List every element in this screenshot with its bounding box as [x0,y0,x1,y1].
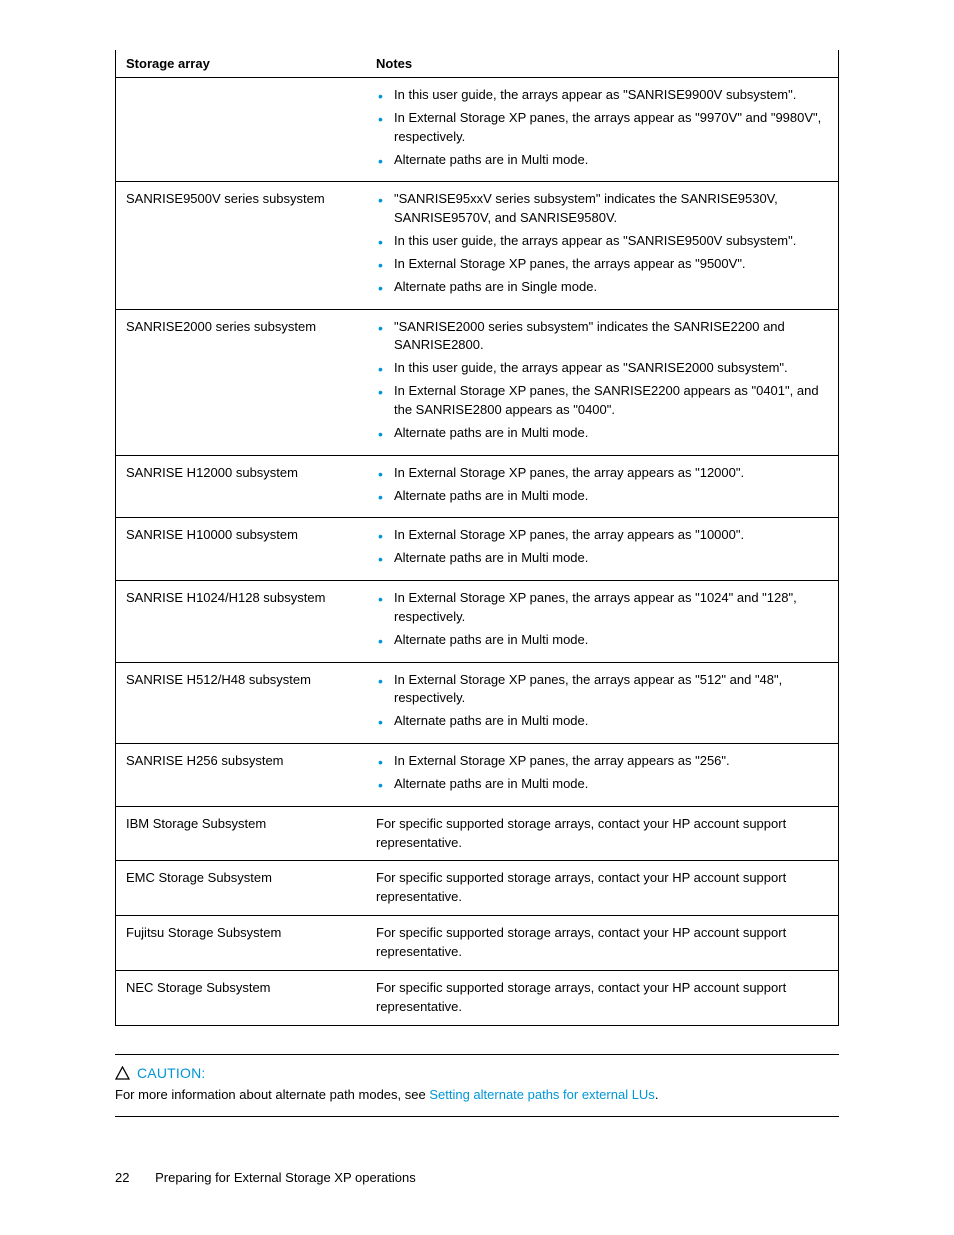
caution-text-before: For more information about alternate pat… [115,1087,429,1102]
notes-list-item: In External Storage XP panes, the array … [376,526,828,545]
table-row: SANRISE H512/H48 subsystemIn External St… [116,662,839,744]
notes-list-item: In External Storage XP panes, the arrays… [376,109,828,147]
cell-notes: "SANRISE95xxV series subsystem" indicate… [366,182,839,309]
notes-list-item: In External Storage XP panes, the SANRIS… [376,382,828,420]
table-row: SANRISE H10000 subsystem In External Stor… [116,518,839,581]
table-row: EMC Storage SubsystemFor specific suppor… [116,861,839,916]
notes-list: In External Storage XP panes, the array … [376,526,828,568]
notes-list-item: In this user guide, the arrays appear as… [376,232,828,251]
notes-list: In External Storage XP panes, the arrays… [376,671,828,732]
notes-list-item: Alternate paths are in Single mode. [376,278,828,297]
notes-list: In External Storage XP panes, the arrays… [376,589,828,650]
notes-list-item: Alternate paths are in Multi mode. [376,424,828,443]
cell-storage-array [116,78,367,182]
cell-storage-array: SANRISE H1024/H128 subsystem [116,581,367,663]
table-row: SANRISE H256 subsystem In External Storag… [116,744,839,807]
caution-text: For more information about alternate pat… [115,1087,839,1102]
table-row: In this user guide, the arrays appear as… [116,78,839,182]
cell-notes: For specific supported storage arrays, c… [366,916,839,971]
notes-list-item: Alternate paths are in Multi mode. [376,549,828,568]
header-storage-array: Storage array [116,50,367,78]
notes-list-item: In this user guide, the arrays appear as… [376,359,828,378]
cell-notes: In External Storage XP panes, the array … [366,744,839,807]
caution-header: CAUTION: [115,1065,839,1081]
notes-list: In External Storage XP panes, the array … [376,752,828,794]
cell-notes: "SANRISE2000 series subsystem" indicates… [366,309,839,455]
cell-storage-array: SANRISE H256 subsystem [116,744,367,807]
table-row: NEC Storage SubsystemFor specific suppor… [116,970,839,1025]
table-body: In this user guide, the arrays appear as… [116,78,839,1026]
cell-notes: In External Storage XP panes, the array … [366,455,839,518]
cell-storage-array: EMC Storage Subsystem [116,861,367,916]
notes-list-item: In External Storage XP panes, the arrays… [376,671,828,709]
notes-list-item: In External Storage XP panes, the array … [376,752,828,771]
caution-label: CAUTION: [137,1065,206,1081]
notes-list-item: "SANRISE2000 series subsystem" indicates… [376,318,828,356]
cell-notes: In External Storage XP panes, the arrays… [366,662,839,744]
cell-notes: In External Storage XP panes, the arrays… [366,581,839,663]
table-row: IBM Storage SubsystemFor specific suppor… [116,806,839,861]
cell-notes: For specific supported storage arrays, c… [366,970,839,1025]
table-row: SANRISE H12000 subsystem In External Stor… [116,455,839,518]
caution-triangle-icon [115,1066,131,1080]
cell-storage-array: SANRISE9500V series subsystem [116,182,367,309]
cell-notes: In External Storage XP panes, the array … [366,518,839,581]
section-title: Preparing for External Storage XP operat… [155,1170,416,1185]
table-row: Fujitsu Storage SubsystemFor specific su… [116,916,839,971]
notes-list-item: In this user guide, the arrays appear as… [376,86,828,105]
page-footer: 22 Preparing for External Storage XP ope… [115,1170,416,1185]
notes-list-item: Alternate paths are in Multi mode. [376,487,828,506]
cell-storage-array: NEC Storage Subsystem [116,970,367,1025]
notes-list-item: Alternate paths are in Multi mode. [376,775,828,794]
cell-storage-array: SANRISE H12000 subsystem [116,455,367,518]
cell-notes: For specific supported storage arrays, c… [366,861,839,916]
alternate-paths-link[interactable]: Setting alternate paths for external LUs [429,1087,654,1102]
cell-storage-array: IBM Storage Subsystem [116,806,367,861]
notes-list-item: "SANRISE95xxV series subsystem" indicate… [376,190,828,228]
notes-list: In this user guide, the arrays appear as… [376,86,828,169]
page: Storage array Notes In this user guide, … [0,0,954,1235]
caution-block: CAUTION: For more information about alte… [115,1054,839,1117]
table-row: SANRISE2000 series subsystem"SANRISE2000… [116,309,839,455]
notes-list-item: In External Storage XP panes, the arrays… [376,255,828,274]
cell-storage-array: SANRISE H512/H48 subsystem [116,662,367,744]
notes-list: In External Storage XP panes, the array … [376,464,828,506]
cell-notes: In this user guide, the arrays appear as… [366,78,839,182]
caution-text-after: . [655,1087,659,1102]
storage-array-table: Storage array Notes In this user guide, … [115,50,839,1026]
notes-list: "SANRISE95xxV series subsystem" indicate… [376,190,828,296]
page-number: 22 [115,1170,129,1185]
cell-storage-array: SANRISE H10000 subsystem [116,518,367,581]
cell-storage-array: Fujitsu Storage Subsystem [116,916,367,971]
table-row: SANRISE H1024/H128 subsystemIn External … [116,581,839,663]
notes-list-item: Alternate paths are in Multi mode. [376,712,828,731]
notes-list-item: Alternate paths are in Multi mode. [376,151,828,170]
header-notes: Notes [366,50,839,78]
table-header-row: Storage array Notes [116,50,839,78]
notes-list-item: In External Storage XP panes, the arrays… [376,589,828,627]
cell-notes: For specific supported storage arrays, c… [366,806,839,861]
notes-list-item: In External Storage XP panes, the array … [376,464,828,483]
notes-list: "SANRISE2000 series subsystem" indicates… [376,318,828,443]
cell-storage-array: SANRISE2000 series subsystem [116,309,367,455]
table-row: SANRISE9500V series subsystem"SANRISE95x… [116,182,839,309]
notes-list-item: Alternate paths are in Multi mode. [376,631,828,650]
